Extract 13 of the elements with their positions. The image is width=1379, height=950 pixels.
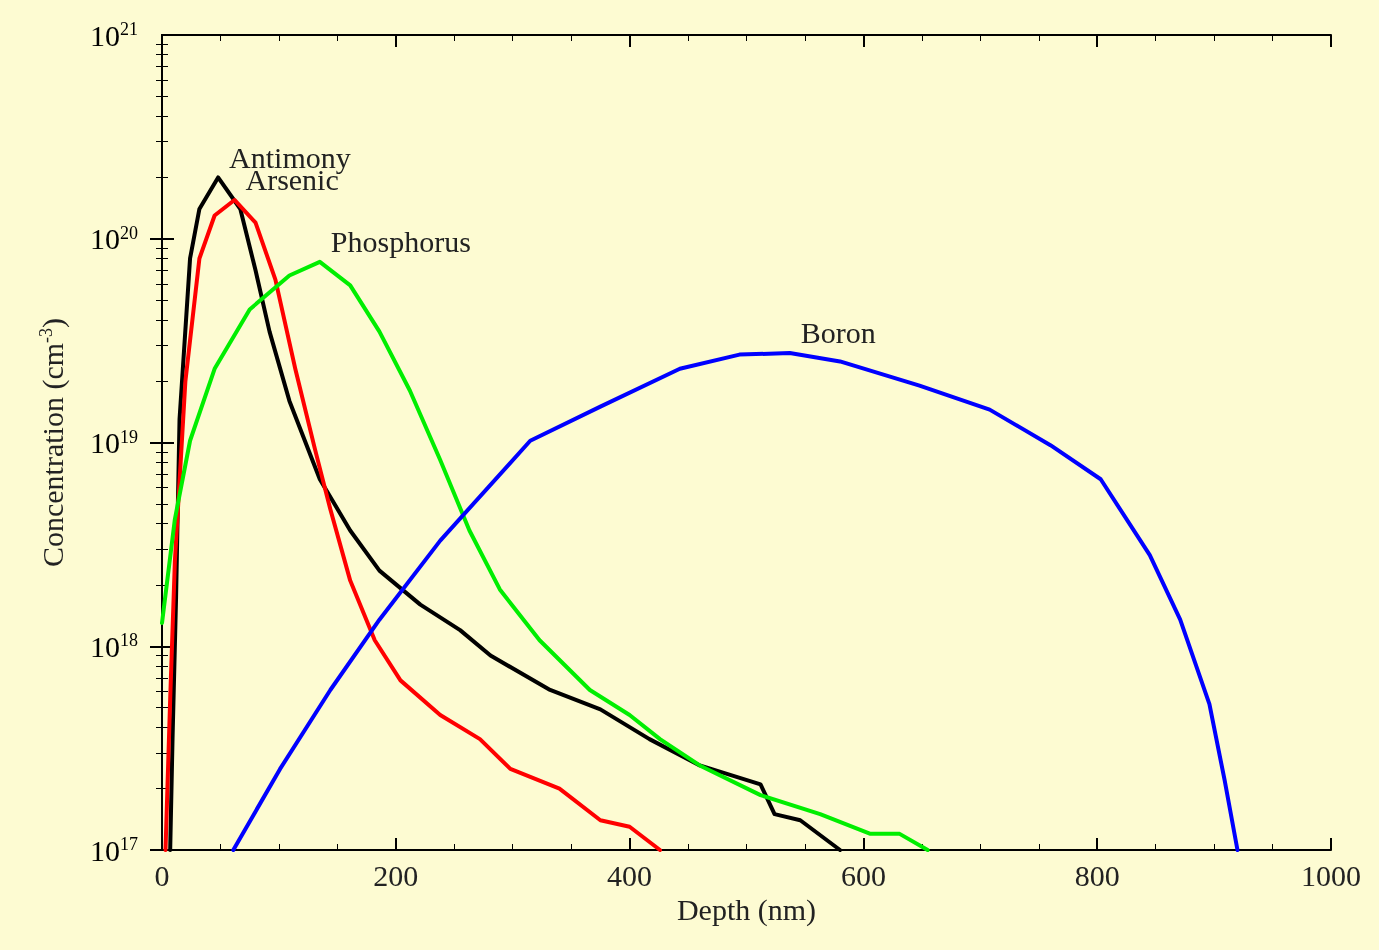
x-tick-label: 800	[1074, 858, 1120, 892]
line-series	[160, 259, 930, 852]
series-label: Boron	[800, 316, 876, 350]
x-tick-label: 400	[607, 858, 653, 892]
series-label: Phosphorus	[330, 225, 471, 259]
x-axis-title: Depth (nm)	[676, 893, 817, 928]
line-series	[231, 350, 1240, 852]
x-tick-label: 1000	[1301, 858, 1361, 892]
y-axis-title: Concentration (cm-3)	[35, 317, 70, 568]
x-tick-label: 0	[154, 858, 170, 892]
x-tick-label: 200	[373, 858, 419, 892]
x-tick-label: 600	[840, 858, 886, 892]
line-series	[163, 197, 662, 852]
